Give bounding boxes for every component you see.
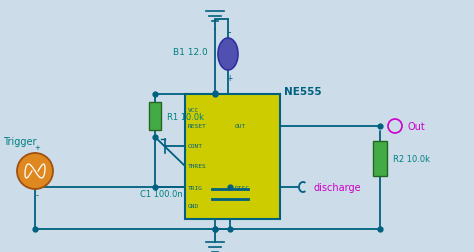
Text: Trigger: Trigger <box>3 137 36 146</box>
Text: R1 10.0k: R1 10.0k <box>167 112 204 121</box>
Text: -: - <box>36 190 38 199</box>
Text: Out: Out <box>408 121 426 132</box>
Circle shape <box>388 119 402 134</box>
Bar <box>185 94 280 219</box>
Text: discharge: discharge <box>314 182 362 192</box>
Text: VCC: VCC <box>188 107 199 112</box>
Text: -: - <box>227 27 231 37</box>
Bar <box>149 103 161 131</box>
Text: RESET: RESET <box>188 124 207 129</box>
Text: +: + <box>226 74 232 83</box>
Text: GND: GND <box>188 204 199 209</box>
Text: NE555: NE555 <box>284 87 322 97</box>
Circle shape <box>17 153 53 189</box>
Text: +: + <box>34 144 40 150</box>
Text: B1 12.0: B1 12.0 <box>173 47 208 56</box>
Text: TRIG: TRIG <box>188 185 203 190</box>
Text: CONT: CONT <box>188 144 203 149</box>
Ellipse shape <box>218 39 238 71</box>
Text: THRES: THRES <box>188 164 207 169</box>
Bar <box>373 141 387 176</box>
Text: DISC: DISC <box>235 185 249 190</box>
Text: OUT: OUT <box>235 124 246 129</box>
Text: C1 100.0n: C1 100.0n <box>140 190 183 199</box>
Text: R2 10.0k: R2 10.0k <box>393 154 430 163</box>
